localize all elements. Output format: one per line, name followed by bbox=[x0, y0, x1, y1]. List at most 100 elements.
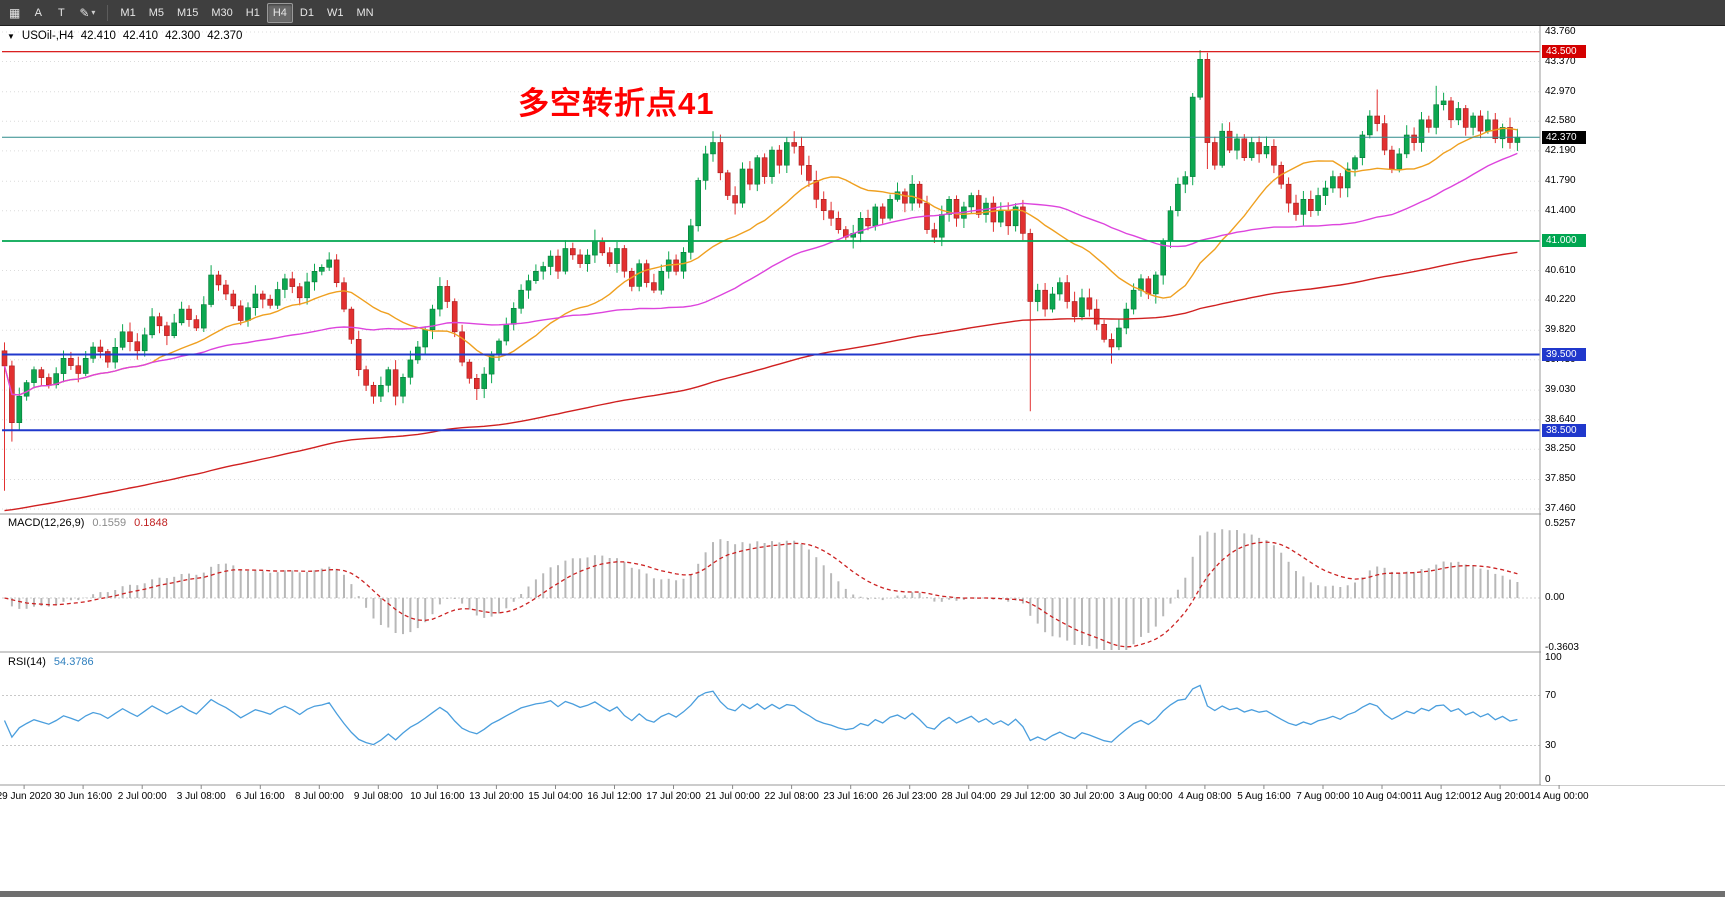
rsi-label: RSI(14) 54.3786 bbox=[8, 656, 94, 668]
time-tick-label: 4 Aug 08:00 bbox=[1178, 791, 1232, 802]
price-tick-label: 38.640 bbox=[1545, 413, 1576, 425]
timeframe-button-h1[interactable]: H1 bbox=[245, 6, 260, 19]
ma-200-line[interactable] bbox=[4, 251, 1518, 512]
macd-value-main: 0.1559 bbox=[92, 517, 127, 529]
chart-templates-icon[interactable]: ▦ bbox=[9, 5, 21, 20]
price-line-badge: 39.500 bbox=[1542, 348, 1586, 362]
rsi-tick-label: 100 bbox=[1545, 652, 1562, 663]
ohlc-high: 42.410 bbox=[122, 30, 159, 42]
time-tick-label: 16 Jul 12:00 bbox=[587, 791, 642, 802]
time-tick-label: 7 Aug 00:00 bbox=[1296, 791, 1350, 802]
rsi-tick-label: 70 bbox=[1545, 689, 1557, 701]
toolbar: ▦ A T ✎ ▾ M1 M5 M15 M30 H1 H4 D1 W1 MN bbox=[0, 0, 1725, 26]
grid bbox=[2, 31, 1540, 510]
timeframe-group: M1 M5 M15 M30 H1 H4 D1 W1 MN bbox=[114, 2, 379, 23]
time-tick-label: 14 Aug 00:00 bbox=[1529, 791, 1589, 802]
time-tick-label: 15 Jul 04:00 bbox=[528, 791, 583, 802]
chevron-down-icon: ▾ bbox=[91, 8, 96, 17]
rsi-tick-label: 30 bbox=[1545, 739, 1557, 751]
timeframe-button-m30[interactable]: M30 bbox=[211, 6, 233, 19]
macd-value-signal: 0.1848 bbox=[134, 517, 168, 529]
time-axis[interactable]: 29 Jun 2020 30 Jun 16:00 2 Jul 00:00 3 Jul … bbox=[0, 785, 1725, 811]
price-tick-label: 37.850 bbox=[1545, 473, 1576, 485]
time-tick-label: 12 Aug 20:00 bbox=[1470, 791, 1530, 802]
time-tick-label: 6 Jul 16:00 bbox=[235, 791, 285, 802]
macd-signal-line bbox=[4, 541, 1518, 648]
time-tick-label: 29 Jun 2020 bbox=[0, 791, 52, 802]
timeframe-button-m5[interactable]: M5 bbox=[148, 6, 164, 19]
time-tick-label: 26 Jul 23:00 bbox=[882, 791, 937, 802]
text-tool-button[interactable]: T bbox=[57, 6, 65, 19]
price-line-badge: 41.000 bbox=[1542, 234, 1586, 248]
time-tick-label: 10 Jul 16:00 bbox=[410, 791, 465, 802]
price-tick-label: 41.790 bbox=[1545, 175, 1576, 187]
price-tick-label: 41.400 bbox=[1545, 204, 1576, 216]
price-tick-label: 42.190 bbox=[1545, 144, 1576, 156]
price-line-badge: 38.500 bbox=[1542, 423, 1586, 437]
time-tick-label: 10 Aug 04:00 bbox=[1352, 791, 1412, 802]
time-tick-label: 29 Jul 12:00 bbox=[1000, 791, 1056, 802]
time-tick-label: 30 Jul 20:00 bbox=[1059, 791, 1115, 802]
macd-name: MACD(12,26,9) bbox=[8, 517, 85, 529]
time-tick-label: 28 Jul 04:00 bbox=[941, 791, 996, 802]
macd-label: MACD(12,26,9) 0.1559 0.1848 bbox=[8, 517, 168, 529]
price-tick-label: 42.970 bbox=[1545, 85, 1576, 97]
symbol-name: USOil-,H4 bbox=[21, 30, 74, 42]
timeframe-button-m15[interactable]: M15 bbox=[176, 6, 199, 19]
toolbar-separator bbox=[107, 4, 109, 21]
time-tick-label: 9 Jul 08:00 bbox=[353, 791, 403, 802]
time-tick-label: 30 Jun 16:00 bbox=[54, 791, 113, 802]
price-tick-label: 38.250 bbox=[1545, 443, 1576, 455]
timeframe-button-h4[interactable]: H4 bbox=[266, 2, 293, 23]
annotation-text[interactable]: 多空转折点41 bbox=[518, 86, 715, 121]
price-tick-label: 39.820 bbox=[1545, 324, 1576, 336]
ma-20-line[interactable] bbox=[3, 127, 1518, 396]
price-tick-label: 43.760 bbox=[1545, 26, 1576, 37]
price-axis[interactable]: 43.760 43.370 42.970 42.580 42.190 41.790 41.4… bbox=[1541, 26, 1725, 785]
price-tick-label: 39.030 bbox=[1545, 384, 1576, 396]
time-tick-label: 17 Jul 20:00 bbox=[646, 791, 701, 802]
price-tick-label: 42.580 bbox=[1545, 115, 1576, 127]
price-tick-label: 40.610 bbox=[1545, 264, 1576, 276]
ohlc-close: 42.370 bbox=[207, 30, 243, 42]
time-tick-label: 21 Jul 00:00 bbox=[705, 791, 760, 802]
price-tick-label: 40.220 bbox=[1545, 294, 1576, 306]
macd-histogram bbox=[10, 529, 1519, 650]
time-tick-label: 3 Jul 08:00 bbox=[176, 791, 226, 802]
price-line-badge: 43.500 bbox=[1542, 45, 1586, 59]
cursor-tool-button[interactable]: A bbox=[34, 6, 43, 19]
time-tick-label: 23 Jul 16:00 bbox=[823, 791, 878, 802]
ma-50-line[interactable] bbox=[3, 152, 1518, 396]
macd-tick-label: -0.3603 bbox=[1545, 642, 1579, 654]
price-line-badge: 42.370 bbox=[1542, 130, 1586, 144]
symbol-ohlc-line: ▼ USOil-,H4 42.410 42.410 42.300 42.370 bbox=[7, 30, 242, 42]
price-tick-label: 43.370 bbox=[1545, 55, 1576, 67]
timeframe-button-d1[interactable]: D1 bbox=[299, 6, 314, 19]
macd-tick-label: 0.5257 bbox=[1545, 518, 1576, 530]
time-tick-label: 5 Aug 16:00 bbox=[1237, 791, 1291, 802]
ohlc-low: 42.300 bbox=[165, 30, 201, 42]
time-tick-label: 3 Aug 00:00 bbox=[1119, 791, 1173, 802]
time-tick-label: 8 Jul 00:00 bbox=[294, 791, 344, 802]
collapse-triangle-icon[interactable]: ▼ bbox=[7, 31, 15, 41]
timeframe-button-w1[interactable]: W1 bbox=[326, 6, 344, 19]
time-tick-label: 2 Jul 00:00 bbox=[117, 791, 167, 802]
rsi-value: 54.3786 bbox=[53, 656, 94, 668]
time-tick-label: 11 Aug 12:00 bbox=[1411, 791, 1471, 802]
paint-icon: ✎ bbox=[79, 5, 90, 20]
window-bottom-edge bbox=[0, 891, 1725, 897]
timeframe-button-m1[interactable]: M1 bbox=[120, 6, 136, 19]
ohlc-open: 42.410 bbox=[80, 30, 116, 42]
time-tick-label: 22 Jul 08:00 bbox=[764, 791, 819, 802]
rsi-line bbox=[3, 684, 1518, 746]
time-tick-label: 13 Jul 20:00 bbox=[469, 791, 524, 802]
rsi-name: RSI(14) bbox=[8, 656, 46, 668]
price-tick-label: 37.460 bbox=[1545, 503, 1576, 514]
timeframe-button-mn[interactable]: MN bbox=[356, 6, 374, 19]
paint-tool-button[interactable]: ✎ ▾ bbox=[73, 3, 101, 23]
candles bbox=[1, 50, 1521, 491]
macd-tick-label: 0.00 bbox=[1545, 592, 1565, 603]
